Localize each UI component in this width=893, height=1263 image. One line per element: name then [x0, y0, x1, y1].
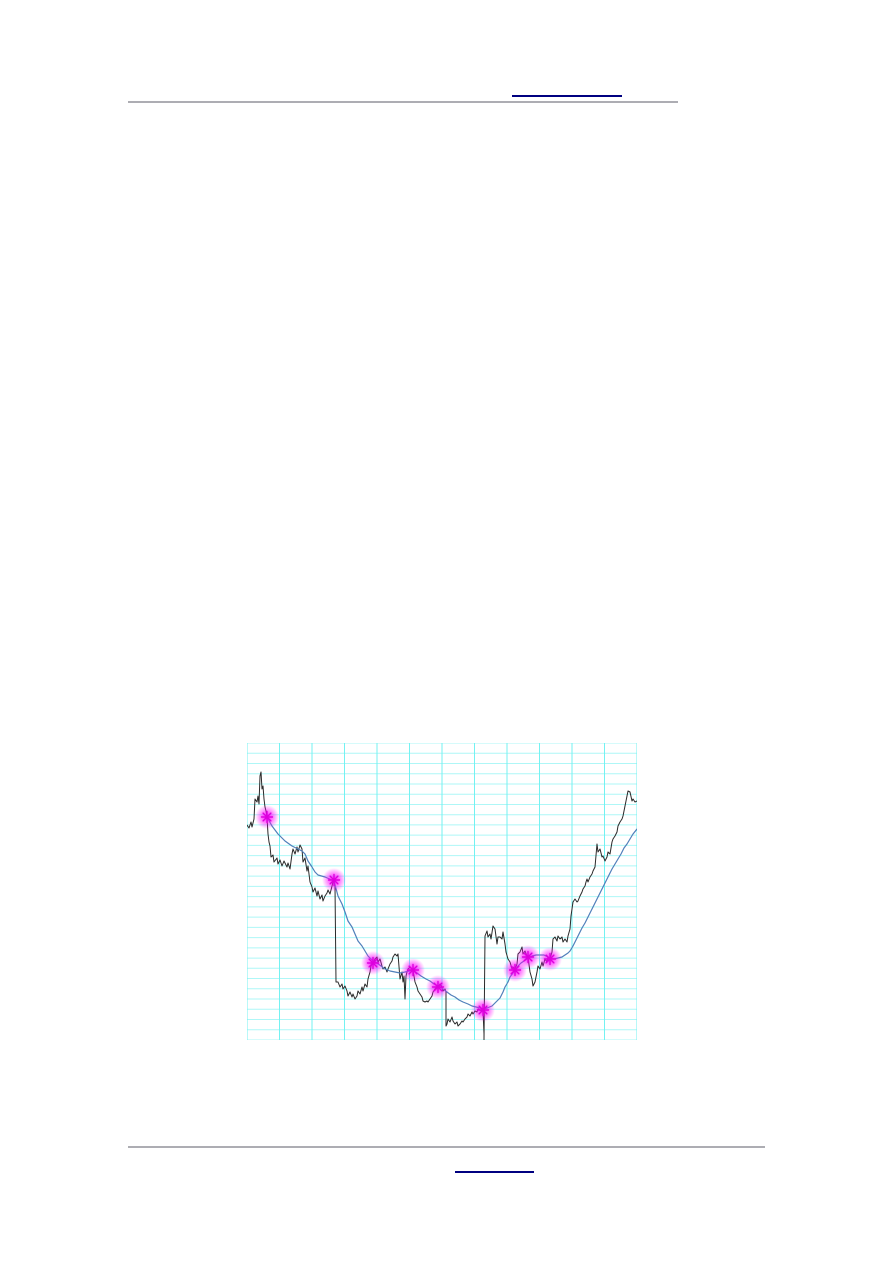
stock-chart: [247, 743, 637, 1040]
crossover-markers: [255, 805, 562, 1022]
footer-divider: [128, 1146, 765, 1148]
header-divider: [128, 101, 678, 103]
footer-link-underline[interactable]: [455, 1171, 534, 1173]
price-chart-svg: [247, 743, 637, 1040]
header-link-underline[interactable]: [512, 95, 622, 97]
chart-grid: [247, 743, 637, 1040]
